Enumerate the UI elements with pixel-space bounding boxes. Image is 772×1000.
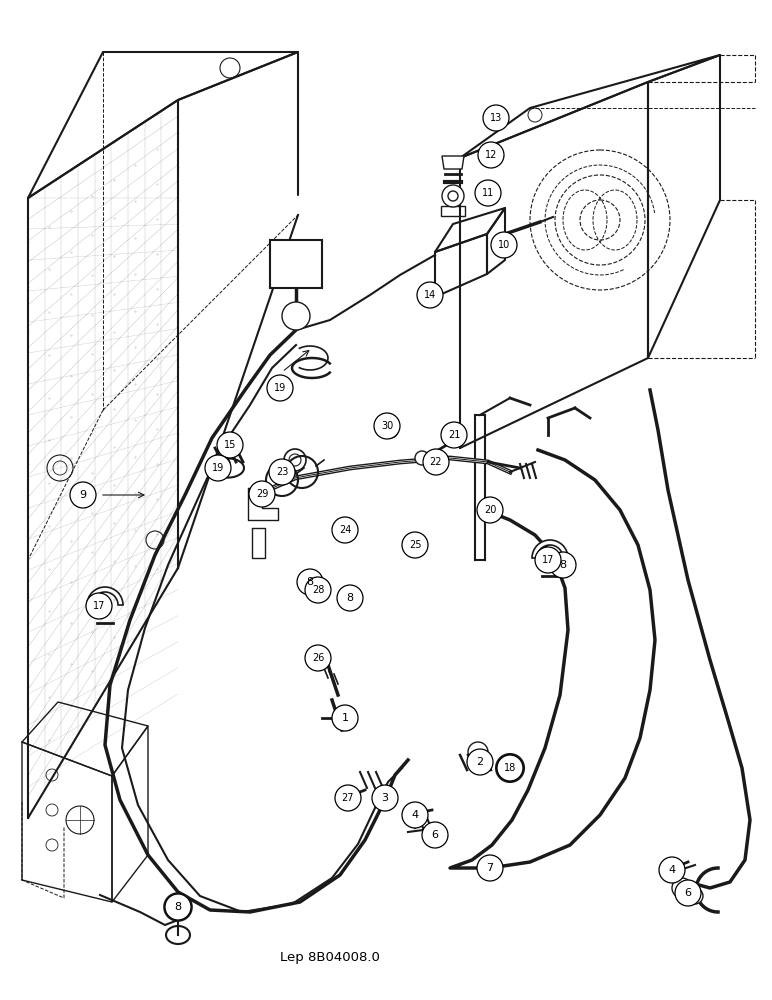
Text: 11: 11 [482, 188, 494, 198]
Circle shape [477, 497, 503, 523]
Text: 14: 14 [424, 290, 436, 300]
Text: 23: 23 [276, 467, 288, 477]
Text: 13: 13 [490, 113, 502, 123]
Circle shape [550, 552, 576, 578]
Text: 19: 19 [212, 463, 224, 473]
Circle shape [332, 705, 358, 731]
Circle shape [415, 451, 429, 465]
Text: 29: 29 [256, 489, 268, 499]
Circle shape [217, 432, 243, 458]
Circle shape [672, 878, 692, 898]
Circle shape [467, 749, 493, 775]
Text: 8: 8 [560, 560, 567, 570]
Circle shape [497, 755, 523, 781]
Text: 4: 4 [411, 810, 418, 820]
Wedge shape [532, 540, 568, 558]
Text: 7: 7 [486, 863, 493, 873]
Wedge shape [87, 587, 123, 605]
Circle shape [205, 455, 231, 481]
Text: 6: 6 [432, 830, 438, 840]
Polygon shape [442, 156, 464, 169]
Text: 21: 21 [448, 430, 460, 440]
Text: 9: 9 [80, 490, 86, 500]
Polygon shape [441, 206, 465, 216]
Circle shape [382, 422, 398, 438]
Text: 24: 24 [339, 525, 351, 535]
Circle shape [422, 822, 448, 848]
Circle shape [297, 569, 323, 595]
Circle shape [402, 802, 428, 828]
Circle shape [417, 282, 443, 308]
Circle shape [269, 459, 295, 485]
Text: 8: 8 [174, 902, 181, 912]
Text: 22: 22 [430, 457, 442, 467]
Text: 18: 18 [504, 763, 516, 773]
Text: 3: 3 [381, 793, 388, 803]
Text: 25: 25 [408, 540, 422, 550]
Circle shape [491, 232, 517, 258]
Circle shape [164, 893, 192, 921]
Circle shape [70, 482, 96, 508]
Bar [270, 240, 322, 288]
Text: 28: 28 [312, 585, 324, 595]
Polygon shape [248, 488, 278, 520]
Text: 1: 1 [341, 713, 348, 723]
Circle shape [441, 422, 467, 448]
Text: 30: 30 [381, 421, 393, 431]
Text: 15: 15 [224, 440, 236, 450]
Circle shape [687, 888, 703, 904]
Text: Lep 8B04008.0: Lep 8B04008.0 [280, 952, 380, 964]
Circle shape [535, 547, 561, 573]
Text: 17: 17 [93, 601, 105, 611]
Circle shape [475, 180, 501, 206]
Text: 17: 17 [542, 555, 554, 565]
Text: 12: 12 [485, 150, 497, 160]
Circle shape [659, 857, 685, 883]
Text: 4: 4 [669, 865, 676, 875]
Circle shape [86, 593, 112, 619]
Circle shape [305, 645, 331, 671]
Circle shape [337, 585, 363, 611]
Circle shape [332, 517, 358, 543]
Circle shape [372, 785, 398, 811]
Circle shape [442, 185, 464, 207]
Circle shape [267, 375, 293, 401]
Text: 8: 8 [347, 593, 354, 603]
Text: 10: 10 [498, 240, 510, 250]
Circle shape [483, 105, 509, 131]
Circle shape [282, 302, 310, 330]
Text: 26: 26 [312, 653, 324, 663]
Circle shape [478, 142, 504, 168]
Circle shape [165, 894, 191, 920]
Text: 2: 2 [476, 757, 483, 767]
Circle shape [675, 880, 701, 906]
Text: 20: 20 [484, 505, 496, 515]
Circle shape [305, 577, 331, 603]
Circle shape [249, 481, 275, 507]
Text: 8: 8 [306, 577, 313, 587]
Circle shape [335, 785, 361, 811]
Text: 6: 6 [685, 888, 692, 898]
Circle shape [374, 413, 400, 439]
Circle shape [468, 742, 488, 762]
Polygon shape [252, 528, 265, 558]
Circle shape [448, 191, 458, 201]
Circle shape [284, 449, 306, 471]
Text: 19: 19 [274, 383, 286, 393]
Circle shape [477, 855, 503, 881]
Circle shape [402, 532, 428, 558]
Text: 27: 27 [342, 793, 354, 803]
Circle shape [423, 449, 449, 475]
